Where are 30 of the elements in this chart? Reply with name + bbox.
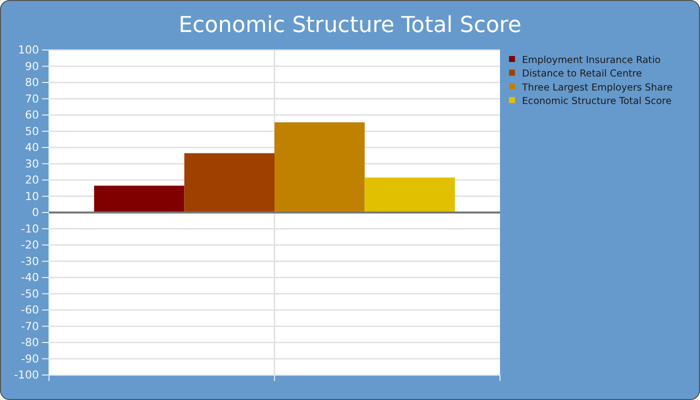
y-tick-label: -80 (21, 336, 39, 350)
y-tick-label: -70 (21, 320, 39, 333)
y-tick-label: 0 (32, 206, 39, 220)
y-tick-label: -30 (21, 254, 39, 268)
y-tick-label: -40 (21, 271, 39, 284)
y-tick-label: 30 (25, 157, 39, 170)
y-tick-label: -90 (21, 352, 39, 366)
y-tick-label: 50 (25, 124, 39, 138)
y-tick-label: -20 (21, 238, 39, 252)
y-tick-label: -10 (21, 222, 39, 236)
bar (94, 186, 184, 212)
legend-label: Economic Structure Total Score (522, 96, 672, 108)
y-tick-label: 100 (18, 44, 39, 57)
chart-title: Economic Structure Total Score (178, 13, 522, 38)
bar (184, 153, 274, 212)
legend-label: Three Largest Employers Share (521, 82, 673, 94)
legend-label: Distance to Retail Centre (522, 68, 642, 80)
legend-label: Employment Insurance Ratio (522, 55, 661, 66)
y-tick-label: 90 (25, 60, 39, 73)
y-tick-label: -100 (14, 368, 39, 382)
y-tick-label: 10 (25, 190, 39, 203)
y-tick-label: 40 (25, 141, 39, 154)
y-tick-label: 70 (25, 92, 39, 106)
y-tick-label: -60 (21, 304, 39, 317)
y-tick-label: 80 (25, 76, 39, 90)
bar (364, 178, 455, 212)
bar (274, 122, 365, 212)
y-tick-label: 20 (25, 174, 39, 187)
y-tick-label: -50 (21, 287, 39, 300)
y-tick-label: 60 (25, 108, 39, 122)
